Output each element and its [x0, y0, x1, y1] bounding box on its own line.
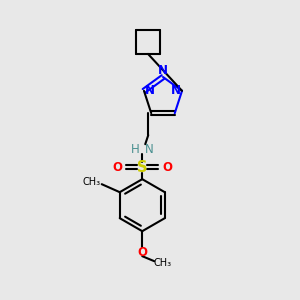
Text: O: O — [112, 161, 122, 174]
Text: CH₃: CH₃ — [83, 177, 101, 187]
Text: N: N — [145, 84, 155, 97]
Text: S: S — [137, 160, 148, 175]
Text: N: N — [145, 143, 154, 156]
Text: CH₃: CH₃ — [153, 258, 171, 268]
Text: N: N — [171, 84, 181, 97]
Text: O: O — [137, 246, 147, 259]
Text: N: N — [158, 64, 168, 77]
Text: O: O — [162, 161, 172, 174]
Text: H: H — [130, 143, 139, 156]
